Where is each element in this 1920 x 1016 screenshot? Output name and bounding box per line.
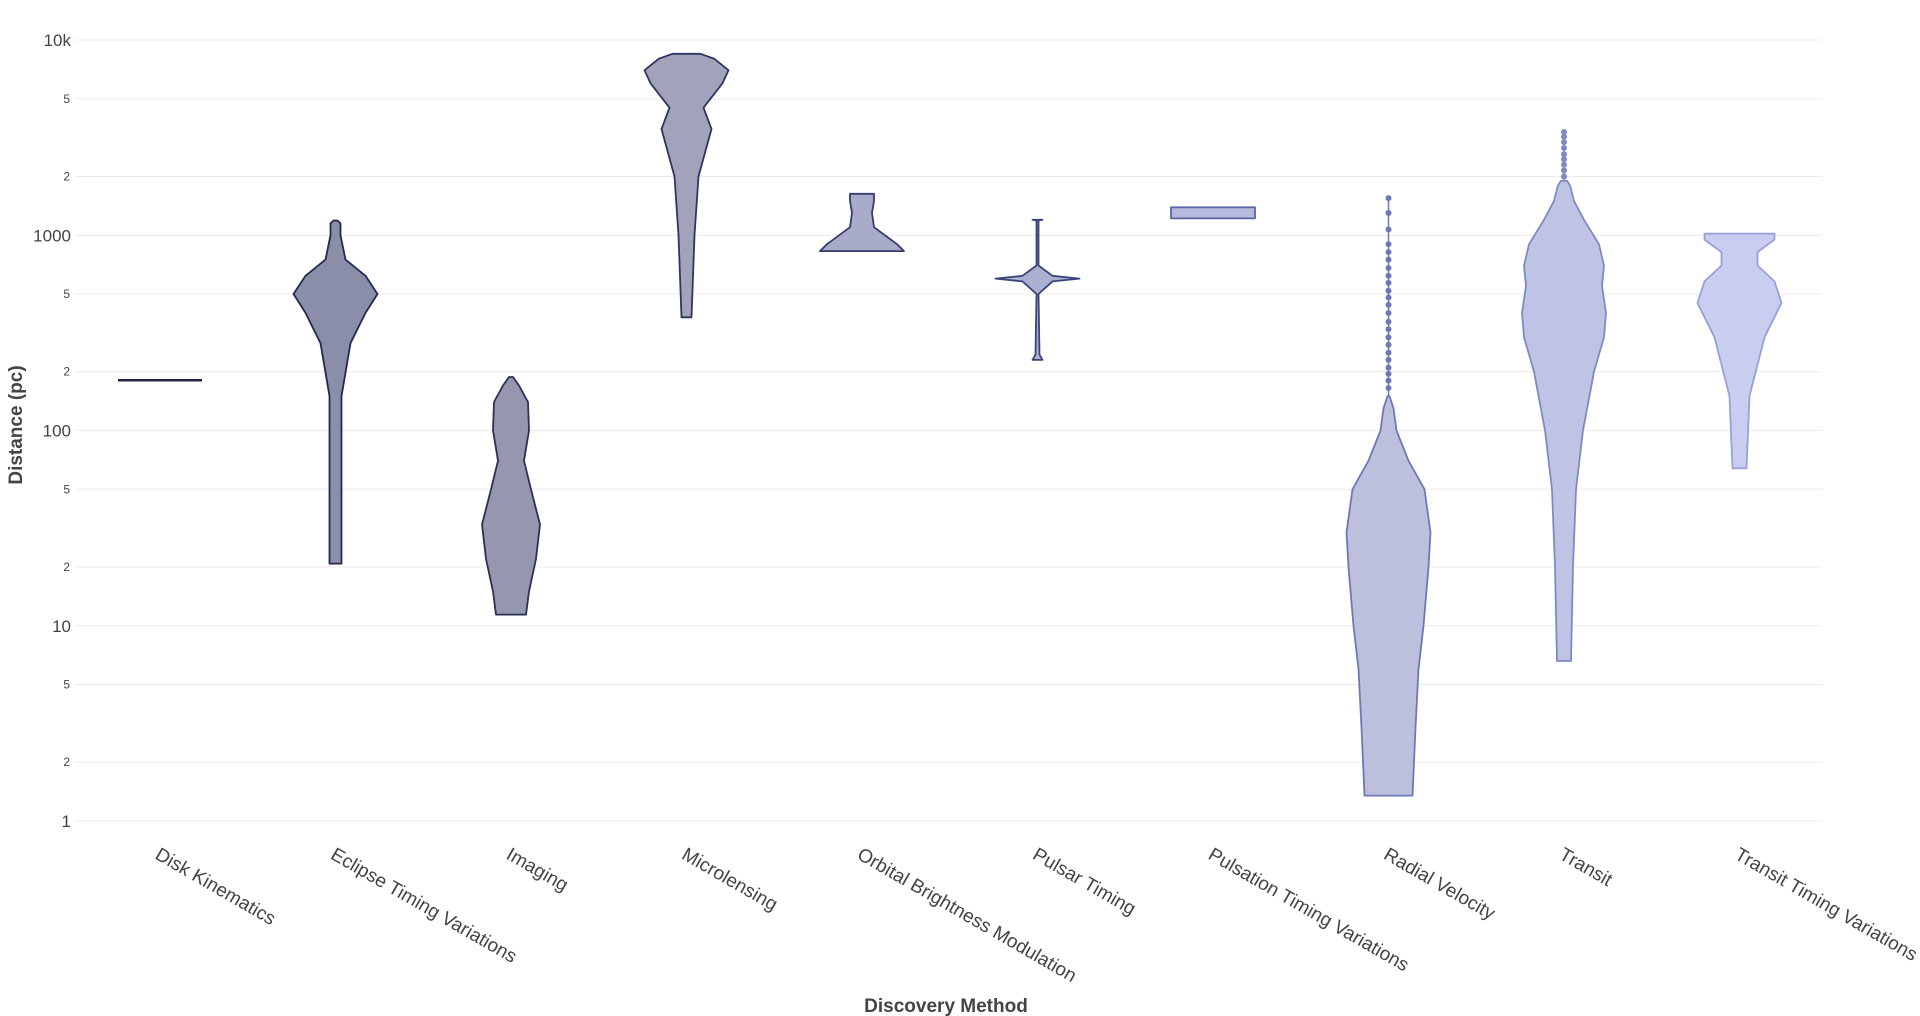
outlier-point (1385, 341, 1392, 348)
x-tick-label: Disk Kinematics (152, 844, 280, 930)
y-minor-tick-label: 5 (63, 287, 70, 301)
outlier-point (1385, 272, 1392, 279)
outlier-point (1385, 279, 1392, 286)
outlier-point (1385, 249, 1392, 256)
y-tick-label: 10k (44, 31, 72, 50)
y-minor-tick-label: 2 (63, 365, 70, 379)
outlier-point (1385, 294, 1392, 301)
violin-orbital-brightness-modulation (819, 192, 905, 253)
y-minor-tick-label: 5 (63, 678, 70, 692)
outlier-point (1385, 210, 1392, 217)
x-axis-title: Discovery Method (864, 996, 1028, 1016)
outlier-point (1561, 139, 1567, 146)
outlier-point (1385, 349, 1392, 356)
outlier-point (1385, 385, 1392, 392)
outlier-point (1561, 128, 1567, 135)
violin-microlensing (643, 52, 730, 319)
outlier-point (1385, 370, 1392, 377)
outlier-point (1385, 264, 1392, 271)
y-tick-label: 100 (43, 422, 71, 441)
outlier-point (1561, 151, 1567, 158)
x-tick-label: Pulsation Timing Variations (1205, 844, 1413, 976)
outlier-point (1385, 318, 1392, 325)
violin-pulsar-timing (994, 218, 1081, 361)
x-tick-label: Transit (1556, 844, 1617, 891)
outlier-point (1561, 156, 1567, 163)
x-tick-label: Eclipse Timing Variations (327, 844, 520, 968)
outlier-point (1385, 334, 1392, 341)
outlier-point (1561, 161, 1567, 168)
y-tick-label: 1 (62, 812, 71, 831)
x-axis-tick-labels: Disk Kinematics Eclipse Timing Variations… (152, 844, 1920, 987)
y-minor-tick-label: 5 (63, 92, 70, 106)
violin-pulsation-timing-variations (1170, 206, 1256, 220)
outlier-point (1385, 326, 1392, 333)
y-minor-tick-label: 2 (63, 169, 70, 183)
outlier-point (1385, 356, 1392, 363)
y-axis-title: Distance (pc) (6, 365, 27, 484)
outlier-point (1385, 377, 1392, 384)
violin-traces (118, 52, 1783, 797)
violin-radial-velocity (1345, 395, 1432, 797)
violin-transit-timing-variations (1696, 232, 1783, 470)
outlier-point (1561, 144, 1567, 151)
y-tick-label: 1000 (33, 226, 71, 245)
outlier-point (1385, 309, 1392, 316)
outlier-point (1385, 256, 1392, 263)
outlier-point (1385, 364, 1392, 371)
y-axis-tick-labels: 1 10 100 1000 10k 2 5 2 5 2 5 2 5 (33, 31, 71, 831)
x-tick-label: Microlensing (678, 844, 781, 916)
outlier-point (1561, 133, 1567, 140)
violin-eclipse-timing-variations (292, 219, 379, 565)
y-tick-label: 10 (52, 617, 71, 636)
outlier-point (1385, 287, 1392, 294)
outlier-point (1561, 167, 1567, 174)
y-minor-tick-label: 2 (63, 560, 70, 574)
violin-transit (1521, 179, 1607, 662)
outlier-point (1385, 226, 1392, 233)
outlier-point (1385, 241, 1392, 248)
x-tick-label: Transit Timing Variations (1731, 844, 1920, 966)
x-tick-label: Imaging (503, 844, 572, 896)
outlier-point (1385, 301, 1392, 308)
y-minor-tick-label: 2 (63, 755, 70, 769)
x-tick-label: Pulsar Timing (1029, 844, 1139, 920)
violin-imaging (481, 376, 541, 616)
outlier-point (1385, 195, 1392, 202)
outlier-point (1561, 173, 1567, 180)
x-tick-label: Radial Velocity (1380, 844, 1499, 925)
y-minor-tick-label: 5 (63, 482, 70, 496)
